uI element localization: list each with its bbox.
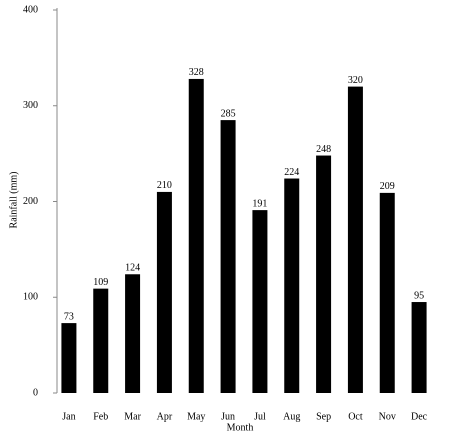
x-tick-label: Mar <box>124 411 141 422</box>
y-tick-label: 300 <box>23 100 38 111</box>
value-label: 328 <box>189 67 204 78</box>
y-axis-label: Rainfall (mm) <box>8 172 19 229</box>
value-label: 224 <box>284 167 299 178</box>
bar <box>252 210 268 393</box>
x-tick-label: Dec <box>411 411 428 422</box>
bar <box>379 192 395 393</box>
value-label: 191 <box>252 198 267 209</box>
value-label: 210 <box>157 180 172 191</box>
y-tick-label: 0 <box>33 387 38 398</box>
value-label: 95 <box>414 290 424 301</box>
bar <box>125 274 141 393</box>
value-label: 320 <box>348 75 363 86</box>
x-tick-label: Nov <box>379 411 396 422</box>
value-label: 124 <box>125 263 140 274</box>
value-label: 248 <box>316 144 331 155</box>
x-tick-label: Jun <box>221 411 235 422</box>
x-tick-label: Apr <box>157 411 173 422</box>
x-tick-label: Feb <box>93 411 108 422</box>
x-tick-label: Jan <box>62 411 75 422</box>
y-tick-label: 400 <box>23 4 38 15</box>
x-tick-label: Sep <box>316 411 331 422</box>
bar <box>316 155 332 393</box>
x-axis-label: Month <box>227 422 254 433</box>
bar <box>220 120 236 394</box>
bar <box>93 288 109 393</box>
bar <box>347 86 363 393</box>
bar <box>188 78 204 393</box>
x-tick-label: May <box>187 411 205 422</box>
x-tick-label: Oct <box>348 411 363 422</box>
bar <box>411 302 427 393</box>
y-tick-label: 100 <box>23 292 38 303</box>
value-label: 285 <box>221 108 236 119</box>
value-label: 209 <box>380 181 395 192</box>
x-tick-label: Aug <box>283 411 300 422</box>
value-label: 73 <box>64 311 74 322</box>
bar <box>61 323 77 393</box>
bar <box>156 191 172 393</box>
bar <box>284 178 300 393</box>
y-tick-label: 200 <box>23 196 38 207</box>
x-tick-label: Jul <box>254 411 266 422</box>
value-label: 109 <box>93 277 108 288</box>
